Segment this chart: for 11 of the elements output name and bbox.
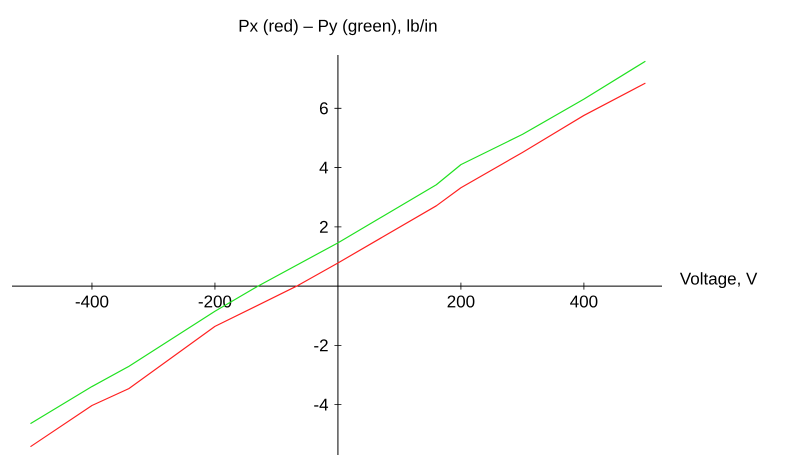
chart-title: Px (red) – Py (green), lb/in — [240, 19, 436, 36]
x-tick-label: -400 — [76, 295, 108, 308]
x-axis-title: Voltage, V — [680, 272, 758, 288]
y-tick-label: 2 — [320, 220, 328, 233]
y-tick-label: -4 — [314, 398, 328, 410]
y-tick-label: 6 — [320, 102, 328, 114]
y-tick-label: 4 — [320, 162, 328, 174]
x-tick-label: 400 — [570, 295, 598, 308]
x-tick-label: 200 — [448, 295, 474, 308]
y-tick-label: -2 — [314, 339, 328, 352]
x-tick-label: -200 — [198, 295, 232, 308]
